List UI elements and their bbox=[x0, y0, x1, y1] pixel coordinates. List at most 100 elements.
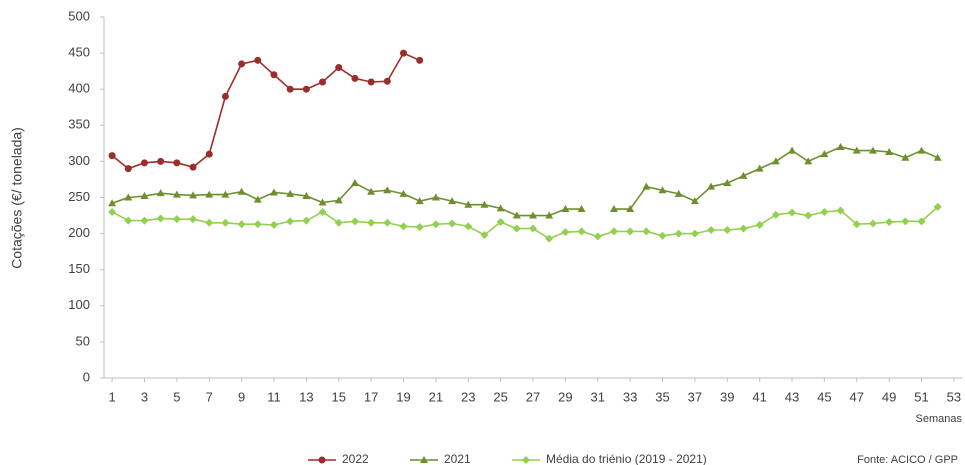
x-tick-label: 43 bbox=[785, 389, 799, 404]
data-point bbox=[269, 220, 278, 229]
y-tick-label: 350 bbox=[68, 117, 90, 132]
data-point bbox=[367, 187, 376, 195]
data-point bbox=[690, 197, 699, 205]
x-tick-label: 51 bbox=[914, 389, 928, 404]
data-point bbox=[658, 186, 667, 194]
x-tick-label: 17 bbox=[364, 389, 378, 404]
data-point bbox=[318, 198, 327, 206]
data-point bbox=[334, 196, 343, 204]
x-tick-label: 9 bbox=[238, 389, 245, 404]
data-point bbox=[788, 208, 797, 217]
data-point bbox=[383, 186, 392, 194]
x-tick-label: 1 bbox=[108, 389, 115, 404]
y-axis-title: Cotações (€/ tonelada) bbox=[9, 127, 25, 269]
data-point bbox=[254, 56, 262, 64]
data-point bbox=[626, 205, 635, 213]
data-point bbox=[124, 216, 133, 225]
data-point bbox=[108, 207, 117, 216]
data-point bbox=[367, 78, 375, 86]
data-point bbox=[157, 157, 165, 165]
data-point bbox=[658, 231, 667, 240]
data-point bbox=[286, 85, 294, 93]
data-point bbox=[302, 216, 311, 225]
data-point bbox=[334, 218, 343, 227]
data-point bbox=[318, 207, 327, 216]
legend-marker bbox=[522, 456, 530, 464]
data-point bbox=[286, 189, 295, 197]
data-point bbox=[205, 150, 213, 158]
data-point bbox=[512, 211, 521, 219]
data-point bbox=[399, 189, 408, 197]
data-point bbox=[286, 217, 295, 226]
data-point bbox=[189, 215, 198, 224]
x-tick-label: 53 bbox=[947, 389, 961, 404]
data-point bbox=[674, 229, 683, 238]
data-point bbox=[917, 217, 926, 226]
data-point bbox=[270, 71, 278, 79]
y-tick-label: 50 bbox=[76, 333, 90, 348]
data-point bbox=[189, 191, 198, 199]
data-point bbox=[609, 205, 618, 213]
y-tick-label: 200 bbox=[68, 225, 90, 240]
data-point bbox=[221, 218, 230, 227]
data-point bbox=[238, 60, 246, 68]
data-point bbox=[512, 224, 521, 233]
data-point bbox=[820, 207, 829, 216]
data-point bbox=[124, 165, 132, 173]
x-tick-label: 21 bbox=[429, 389, 443, 404]
data-point bbox=[237, 220, 246, 229]
data-point bbox=[140, 159, 148, 167]
data-point bbox=[173, 159, 181, 167]
data-point bbox=[253, 195, 262, 203]
data-point bbox=[723, 179, 732, 187]
x-tick-label: 49 bbox=[882, 389, 896, 404]
data-point bbox=[335, 64, 343, 72]
data-point bbox=[788, 146, 797, 154]
x-tick-label: 35 bbox=[655, 389, 669, 404]
data-point bbox=[319, 78, 327, 86]
series-line bbox=[111, 52, 421, 170]
data-point bbox=[577, 227, 586, 236]
data-point bbox=[707, 182, 716, 190]
data-point bbox=[723, 225, 732, 234]
data-point bbox=[771, 210, 780, 219]
x-tick-label: 25 bbox=[493, 389, 507, 404]
data-point bbox=[917, 146, 926, 154]
y-tick-label: 500 bbox=[68, 8, 90, 23]
data-point bbox=[820, 150, 829, 158]
source: Fonte: ACICO / GPP bbox=[857, 454, 958, 465]
data-point bbox=[416, 56, 424, 64]
data-point bbox=[124, 193, 133, 201]
data-point bbox=[545, 211, 554, 219]
data-point bbox=[480, 200, 489, 208]
data-point bbox=[205, 218, 214, 227]
data-point bbox=[642, 227, 651, 236]
data-point bbox=[399, 49, 407, 57]
data-point bbox=[529, 224, 537, 233]
series-line bbox=[111, 146, 939, 217]
data-point bbox=[464, 200, 473, 208]
data-point bbox=[690, 229, 699, 238]
series-line bbox=[111, 206, 939, 240]
data-point bbox=[156, 214, 165, 223]
data-point bbox=[626, 227, 635, 236]
data-point bbox=[755, 164, 764, 172]
x-tick-label: 11 bbox=[267, 389, 281, 404]
data-point bbox=[496, 204, 505, 212]
data-point bbox=[221, 92, 229, 100]
data-point bbox=[545, 234, 554, 243]
data-point bbox=[172, 215, 181, 224]
data-point bbox=[172, 190, 181, 198]
data-point bbox=[901, 217, 910, 226]
data-point bbox=[642, 182, 651, 190]
data-point bbox=[868, 146, 877, 154]
data-point bbox=[351, 74, 359, 82]
x-tick-label: 3 bbox=[141, 389, 148, 404]
y-tick-label: 250 bbox=[68, 189, 90, 204]
data-point bbox=[205, 190, 214, 198]
data-point bbox=[464, 222, 473, 231]
data-point bbox=[577, 205, 586, 213]
data-point bbox=[901, 153, 910, 161]
data-point bbox=[529, 211, 537, 219]
data-point bbox=[933, 153, 942, 161]
